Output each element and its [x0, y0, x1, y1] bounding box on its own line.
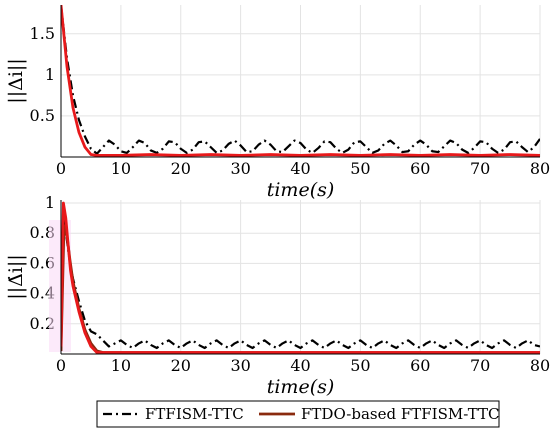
x-tick-label: 0: [56, 356, 66, 375]
y-tick-label: 1.5: [30, 24, 55, 43]
y-axis-label: ||Δi||: [5, 58, 27, 103]
x-tick-label: 60: [410, 356, 430, 375]
x-tick-label: 40: [290, 356, 310, 375]
x-tick-label: 80: [530, 159, 550, 178]
series-line: [61, 5, 540, 157]
y-tick-label: 0.6: [30, 253, 55, 272]
x-tick-label: 20: [171, 159, 191, 178]
bottom-panel: 0 10 20 30 40 50 60 70 80 0.2 0.4 0.6 0.8 1 time(s) ||Δ…: [5, 193, 550, 398]
x-tick-label: 10: [111, 356, 131, 375]
y-axis-label: ||Δ̇i||: [5, 254, 27, 299]
y-tick-label: 0.4: [30, 284, 55, 303]
y-tick-label: 0.8: [30, 223, 55, 242]
x-tick-label: 30: [230, 159, 250, 178]
x-tick-label: 10: [111, 159, 131, 178]
y-tick-label: 1: [45, 65, 55, 84]
x-tick-label: 40: [290, 159, 310, 178]
series-line: [61, 217, 540, 352]
x-tick-label: 20: [171, 356, 191, 375]
series-line: [61, 201, 540, 354]
x-tick-label: 80: [530, 356, 550, 375]
x-tick-label: 30: [230, 356, 250, 375]
legend: FTFISM-TTC FTDO-based FTFISM-TTC: [96, 400, 500, 428]
highlight-band: [49, 220, 71, 352]
x-tick-label: 60: [410, 159, 430, 178]
legend-box: [96, 400, 500, 428]
y-tick-label: 0.5: [30, 106, 55, 125]
x-tick-label: 50: [350, 356, 370, 375]
y-tick-label: 1: [45, 193, 55, 212]
x-axis-label: time(s): [267, 376, 335, 398]
y-tick-label: 0.2: [30, 314, 55, 333]
x-tick-label: 50: [350, 159, 370, 178]
legend-label: FTFISM-TTC: [145, 405, 244, 423]
x-tick-label: 70: [470, 159, 490, 178]
x-tick-label: 0: [56, 159, 66, 178]
top-panel: 0 10 20 30 40 50 60 70 80 0.5 1 1.5 time(s) ||Δi||: [5, 5, 550, 201]
x-tick-label: 70: [470, 356, 490, 375]
x-axis-label: time(s): [267, 179, 335, 201]
series-line: [61, 5, 540, 155]
legend-label: FTDO-based FTFISM-TTC: [301, 405, 500, 423]
